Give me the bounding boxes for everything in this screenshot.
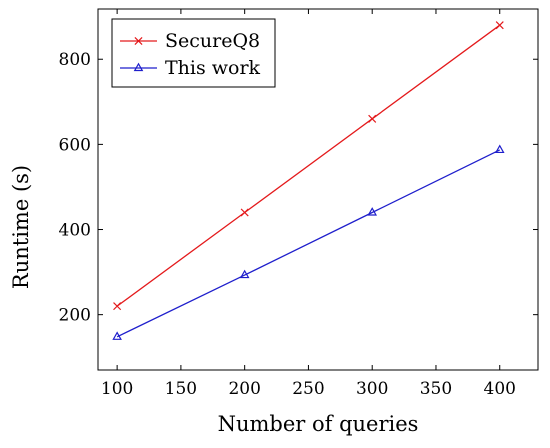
legend-triangle-marker (133, 62, 144, 72)
plot-frame (97, 8, 539, 371)
y-tick-label: 400 (59, 221, 91, 241)
data-point-x-marker (240, 208, 249, 217)
x-tick-label: 400 (484, 379, 516, 399)
legend-x-marker (134, 36, 143, 46)
series-line-0 (116, 24, 501, 307)
y-axis-title: Runtime (s) (9, 165, 33, 289)
series-line-1 (116, 149, 501, 338)
x-tick-label: 250 (292, 379, 324, 399)
y-tick-label: 200 (59, 306, 91, 326)
y-tick-label: 600 (59, 135, 91, 155)
axes: 100 150 200 250 300 350 400 200 400 600 800 (59, 8, 539, 399)
x-axis-title: Number of queries (218, 412, 419, 436)
data-point-x-marker (368, 114, 377, 123)
x-tick-label: 150 (165, 379, 197, 399)
x-tick-label: 100 (101, 379, 133, 399)
data-point-triangle-marker (239, 269, 250, 279)
data-point-triangle-marker (367, 207, 378, 216)
legend: SecureQ8 This work (111, 18, 276, 88)
data-point-x-marker (113, 302, 122, 311)
x-tick-label: 300 (356, 379, 388, 399)
data-point-triangle-marker (112, 331, 122, 340)
legend-label: SecureQ8 (165, 30, 260, 52)
y-tick-label: 800 (59, 50, 91, 70)
legend-box (111, 18, 276, 88)
data-point-x-marker (495, 21, 504, 30)
legend-label: This work (165, 57, 261, 79)
x-tick-label: 350 (420, 379, 452, 399)
plot-area (112, 21, 505, 340)
x-tick-label: 200 (228, 379, 260, 399)
data-point-triangle-marker (494, 144, 505, 154)
